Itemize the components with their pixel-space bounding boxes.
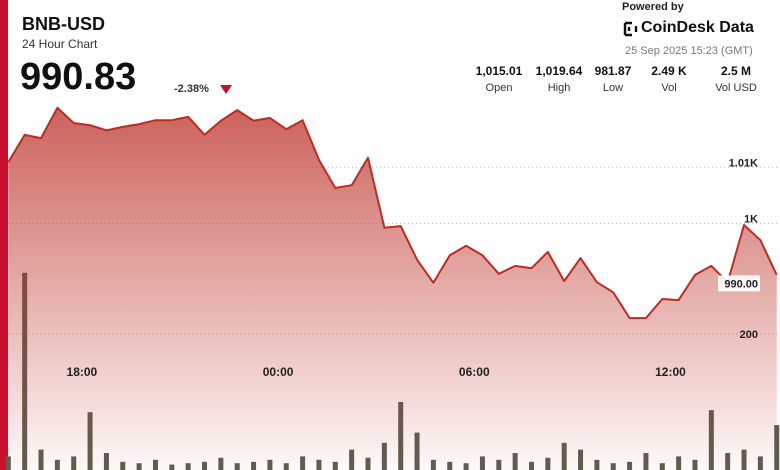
stat-label: Vol	[661, 82, 677, 94]
price-line	[7, 106, 778, 320]
current-price-label: 990.00	[724, 278, 758, 290]
change: -2.38%	[174, 83, 209, 95]
y2-tick-label: 200	[740, 329, 758, 341]
price: 990.83	[20, 56, 137, 98]
price-area	[8, 107, 777, 470]
current-price-box	[718, 275, 760, 292]
stat-value: 2.5 M	[720, 64, 751, 78]
brand: CoinDesk Data	[641, 19, 754, 36]
stat-value: 981.87	[594, 64, 632, 78]
powered-by: Powered by	[622, 1, 684, 13]
x-tick-label: 12:00	[655, 365, 686, 379]
title: BNB-USD	[22, 14, 105, 34]
y-tick-label: 1K	[744, 213, 758, 225]
y-tick-label: 1.01K	[729, 157, 758, 169]
brand-logo	[623, 21, 638, 37]
x-tick-label: 06:00	[459, 365, 490, 379]
stat-label: High	[547, 82, 571, 94]
accent-bar	[0, 0, 8, 470]
stat: 2.5 M Vol USD	[701, 64, 771, 94]
stat: 981.87 Low	[578, 64, 648, 94]
subtitle: 24 Hour Chart	[22, 37, 98, 51]
stat: 2.49 K Vol	[634, 64, 704, 94]
stat-value: 2.49 K	[651, 64, 687, 78]
stat: 1,015.01 Open	[464, 64, 534, 94]
stat-label: Low	[602, 82, 624, 94]
stat-label: Vol USD	[715, 82, 757, 94]
down-arrow	[220, 85, 232, 94]
stat-label: Open	[485, 82, 513, 94]
timestamp: 25 Sep 2025 15:23 (GMT)	[625, 45, 753, 57]
volume-bar	[774, 425, 780, 470]
stat-value: 1,019.64	[535, 64, 583, 78]
x-tick-label: 18:00	[67, 365, 98, 379]
stat-value: 1,015.01	[475, 64, 523, 78]
stat: 1,019.64 High	[524, 64, 594, 94]
x-tick-label: 00:00	[263, 365, 294, 379]
